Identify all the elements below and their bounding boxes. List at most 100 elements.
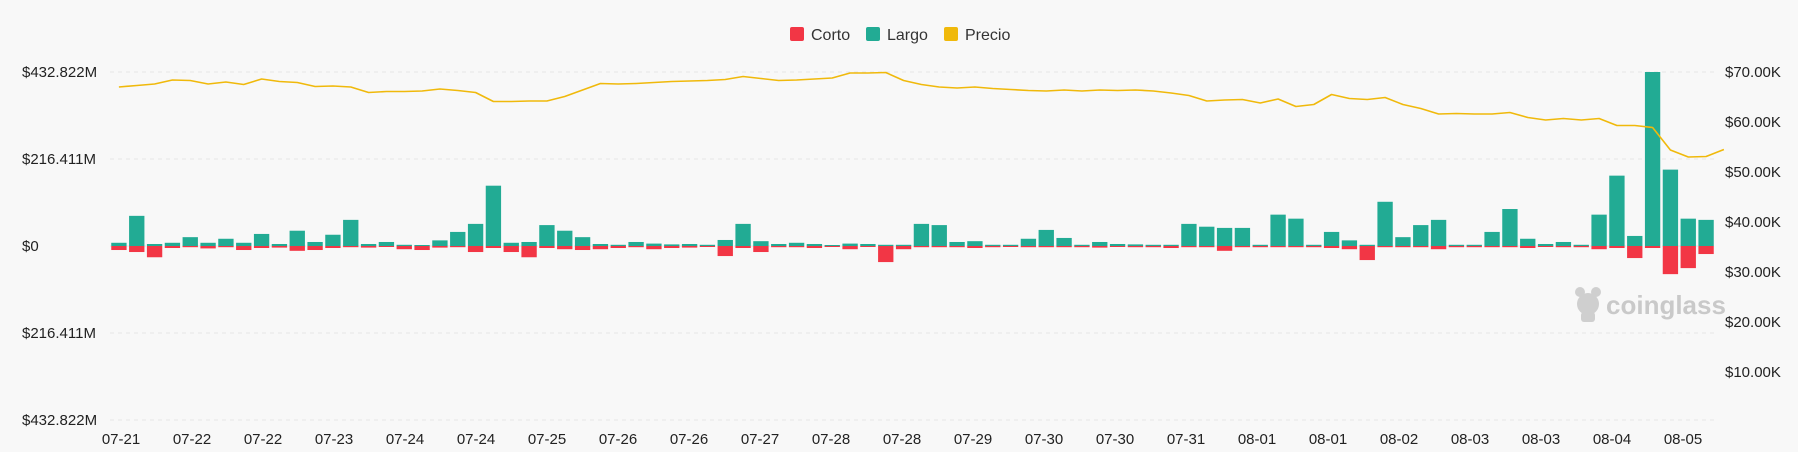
bar-largo[interactable] bbox=[1252, 244, 1268, 246]
bar-largo[interactable] bbox=[1466, 244, 1482, 246]
bar-corto[interactable] bbox=[1234, 246, 1251, 248]
bar-corto[interactable] bbox=[1609, 246, 1625, 249]
bar-largo[interactable] bbox=[1573, 244, 1589, 246]
bar-corto[interactable] bbox=[1109, 246, 1126, 247]
bar-largo[interactable] bbox=[1502, 209, 1518, 246]
bar-corto[interactable] bbox=[1502, 246, 1518, 248]
bar-corto[interactable] bbox=[681, 246, 698, 248]
bar-largo[interactable] bbox=[396, 244, 412, 246]
legend-label-largo[interactable]: Largo bbox=[887, 27, 928, 44]
bar-largo[interactable] bbox=[949, 241, 965, 246]
bar-corto[interactable] bbox=[1270, 246, 1286, 248]
bar-corto[interactable] bbox=[129, 246, 145, 253]
bar-largo[interactable] bbox=[1555, 241, 1572, 246]
bar-corto[interactable] bbox=[949, 246, 965, 248]
bar-corto[interactable] bbox=[467, 246, 484, 253]
bar-largo[interactable] bbox=[628, 241, 644, 246]
bar-corto[interactable] bbox=[218, 246, 234, 248]
bar-corto[interactable] bbox=[1252, 246, 1268, 248]
bar-corto[interactable] bbox=[717, 246, 733, 257]
bar-corto[interactable] bbox=[200, 246, 216, 249]
legend-label-precio[interactable]: Precio bbox=[965, 27, 1010, 44]
bar-largo[interactable] bbox=[610, 244, 626, 246]
bar-corto[interactable] bbox=[1002, 246, 1019, 247]
bar-largo[interactable] bbox=[1377, 201, 1393, 246]
bar-corto[interactable] bbox=[1555, 246, 1572, 248]
bar-largo[interactable] bbox=[1698, 219, 1714, 246]
bar-largo[interactable] bbox=[1163, 244, 1179, 246]
bar-largo[interactable] bbox=[895, 244, 912, 246]
bar-largo[interactable] bbox=[414, 245, 430, 246]
bar-corto[interactable] bbox=[1306, 246, 1322, 248]
bar-corto[interactable] bbox=[1181, 246, 1197, 248]
bar-largo[interactable] bbox=[1662, 169, 1679, 246]
bar-corto[interactable] bbox=[307, 246, 323, 251]
bar-corto[interactable] bbox=[1395, 246, 1411, 248]
bar-largo[interactable] bbox=[1627, 235, 1643, 246]
bar-corto[interactable] bbox=[1145, 246, 1161, 248]
bar-largo[interactable] bbox=[1323, 231, 1340, 246]
bar-corto[interactable] bbox=[1627, 246, 1643, 259]
bar-corto[interactable] bbox=[1573, 246, 1589, 248]
bar-corto[interactable] bbox=[1591, 246, 1607, 250]
bar-largo[interactable] bbox=[1591, 214, 1607, 246]
bar-corto[interactable] bbox=[450, 246, 466, 248]
bar-corto[interactable] bbox=[1020, 246, 1037, 248]
bar-largo[interactable] bbox=[1270, 214, 1286, 246]
bar-corto[interactable] bbox=[1038, 246, 1054, 248]
bar-largo[interactable] bbox=[1199, 226, 1215, 246]
bar-corto[interactable] bbox=[1520, 246, 1536, 249]
bar-corto[interactable] bbox=[1216, 246, 1233, 251]
bar-corto[interactable] bbox=[664, 246, 680, 249]
bar-corto[interactable] bbox=[771, 246, 787, 248]
bar-largo[interactable] bbox=[967, 241, 983, 246]
bar-largo[interactable] bbox=[681, 243, 698, 246]
bar-largo[interactable] bbox=[1020, 238, 1037, 246]
bar-corto[interactable] bbox=[913, 246, 930, 248]
bar-largo[interactable] bbox=[325, 234, 341, 246]
bar-corto[interactable] bbox=[806, 246, 823, 249]
bar-corto[interactable] bbox=[1341, 246, 1358, 250]
bar-largo[interactable] bbox=[1145, 244, 1161, 246]
bar-corto[interactable] bbox=[824, 246, 840, 247]
bar-largo[interactable] bbox=[218, 238, 234, 246]
bar-corto[interactable] bbox=[735, 246, 751, 249]
bar-largo[interactable] bbox=[164, 242, 181, 246]
bar-largo[interactable] bbox=[771, 243, 787, 246]
bar-largo[interactable] bbox=[824, 245, 840, 246]
bar-largo[interactable] bbox=[111, 242, 127, 246]
bar-corto[interactable] bbox=[1448, 246, 1465, 248]
bar-corto[interactable] bbox=[1662, 246, 1679, 275]
bar-corto[interactable] bbox=[895, 246, 912, 250]
bar-corto[interactable] bbox=[325, 246, 341, 249]
bar-largo[interactable] bbox=[735, 223, 751, 246]
bar-corto[interactable] bbox=[503, 246, 519, 253]
bar-largo[interactable] bbox=[1537, 243, 1554, 246]
bar-corto[interactable] bbox=[788, 246, 805, 248]
bar-corto[interactable] bbox=[378, 246, 395, 247]
bar-corto[interactable] bbox=[1199, 246, 1215, 248]
bar-corto[interactable] bbox=[753, 246, 769, 253]
bar-largo[interactable] bbox=[1002, 244, 1019, 246]
bar-corto[interactable] bbox=[1074, 246, 1090, 248]
bar-corto[interactable] bbox=[253, 246, 270, 249]
bar-corto[interactable] bbox=[967, 246, 983, 249]
bar-largo[interactable] bbox=[985, 244, 1001, 246]
bar-largo[interactable] bbox=[236, 242, 252, 246]
bar-largo[interactable] bbox=[699, 244, 716, 246]
bar-corto[interactable] bbox=[592, 246, 609, 250]
bar-largo[interactable] bbox=[432, 240, 448, 246]
bar-corto[interactable] bbox=[557, 246, 573, 250]
bar-largo[interactable] bbox=[1359, 244, 1375, 246]
bar-largo[interactable] bbox=[1127, 244, 1144, 246]
bar-largo[interactable] bbox=[1038, 229, 1054, 246]
bar-largo[interactable] bbox=[878, 244, 894, 246]
bar-corto[interactable] bbox=[289, 246, 305, 251]
bar-corto[interactable] bbox=[1127, 246, 1144, 248]
bar-largo[interactable] bbox=[592, 243, 609, 246]
bar-corto[interactable] bbox=[1698, 246, 1714, 255]
bar-largo[interactable] bbox=[1109, 243, 1126, 246]
bar-corto[interactable] bbox=[610, 246, 626, 249]
bar-corto[interactable] bbox=[1323, 246, 1340, 249]
bar-corto[interactable] bbox=[111, 246, 127, 251]
